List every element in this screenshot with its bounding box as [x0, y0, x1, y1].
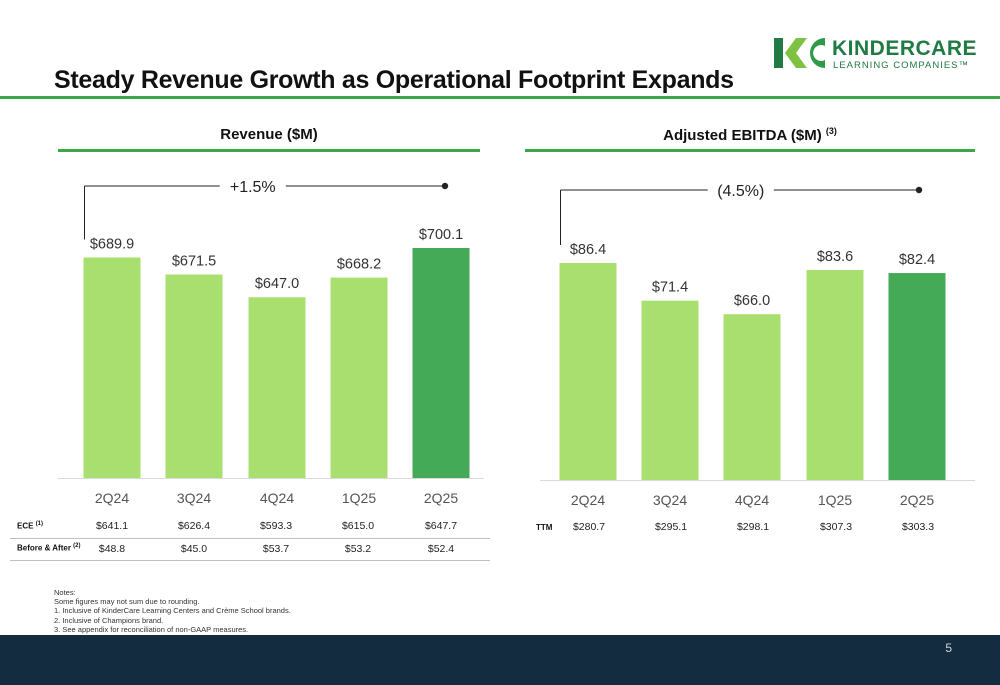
ttm-cell-3q24: $295.1	[654, 521, 688, 533]
category-label: 2Q25	[424, 490, 458, 506]
table-divider	[10, 538, 490, 539]
bar-3q24	[641, 300, 699, 480]
revenue-chart: $689.9 2Q24 $671.5 3Q24 $647.0 4Q24 $668.2 1Q25…	[58, 179, 484, 506]
value-label: $82.4	[899, 252, 935, 268]
value-label: $71.4	[652, 280, 688, 296]
ece-cell-2q25: $647.7	[424, 520, 458, 532]
bar-4q24	[723, 314, 781, 480]
bar-1q25	[330, 277, 388, 478]
value-label: $66.0	[734, 293, 770, 309]
footer-bar: 5	[0, 635, 1000, 685]
value-label: $83.6	[817, 249, 853, 265]
logo-wordmark: KINDERCARE	[832, 37, 978, 60]
note-line: 2. Inclusive of Champions brand.	[54, 615, 164, 625]
ttm-cell-2q25: $303.3	[901, 521, 935, 533]
title-underline	[0, 96, 1000, 99]
category-label: 3Q24	[653, 492, 687, 508]
bar-3q24	[165, 274, 223, 478]
ebitda-chart: $86.4 2Q24 $71.4 3Q24 $66.0 4Q24 $83.6 1Q25 $82.…	[540, 183, 975, 508]
revenue-title-rule	[58, 149, 480, 152]
revenue-chart-title: Revenue ($M)	[58, 126, 480, 143]
ttm-cell-2q24: $280.7	[572, 521, 606, 533]
bar-2q24	[559, 263, 617, 480]
bracket-endpoint-dot	[915, 186, 923, 194]
category-label: 2Q25	[900, 492, 934, 508]
category-label: 3Q24	[177, 490, 211, 506]
table-divider	[10, 560, 490, 561]
bar-2q24	[83, 257, 141, 478]
change-label: +1.5%	[230, 179, 276, 196]
ttm-cell-1q25: $307.3	[819, 521, 853, 533]
ece-row-label-footnote: (1)	[35, 521, 44, 527]
note-line: Notes:	[54, 588, 76, 597]
category-label: 4Q24	[735, 492, 769, 508]
ebitda-chart-title-text: Adjusted EBITDA ($M)	[663, 127, 822, 144]
ece-cell-4q24: $593.3	[259, 520, 293, 532]
value-label: $700.1	[419, 227, 463, 243]
note-line: 3. See appendix for reconciliation of no…	[54, 624, 249, 634]
footnotes: Notes: Some figures may not sum due to r…	[54, 588, 291, 634]
value-label: $689.9	[90, 236, 134, 252]
category-label: 2Q24	[571, 492, 605, 508]
ece-row-label-text: ECE	[17, 521, 34, 531]
ece-cell-1q25: $615.0	[341, 520, 375, 532]
note-line: 1. Inclusive of KinderCare Learning Cent…	[54, 606, 291, 616]
before-after-cell-2q25: $52.4	[427, 543, 455, 555]
value-label: $668.2	[337, 257, 381, 273]
before-after-cell-4q24: $53.7	[262, 543, 290, 555]
value-label: $86.4	[570, 242, 606, 258]
before-after-cell-2q24: $48.8	[98, 543, 126, 555]
ece-cell-2q24: $641.1	[95, 520, 129, 532]
category-label: 4Q24	[260, 490, 294, 506]
change-label: (4.5%)	[717, 183, 764, 200]
ebitda-chart-title-footnote: (3)	[825, 126, 837, 136]
bar-2q25	[412, 248, 470, 478]
category-label: 2Q24	[95, 490, 129, 506]
value-label: $671.5	[172, 254, 216, 270]
bar-2q25	[888, 273, 946, 480]
before-after-row-label: Before & After (2)	[17, 543, 81, 553]
bar-4q24	[248, 297, 306, 478]
ttm-row-label: TTM	[536, 523, 553, 532]
note-line: Some figures may not sum due to rounding…	[54, 597, 200, 607]
ebitda-title-rule	[525, 149, 975, 152]
bracket-endpoint-dot	[441, 182, 449, 190]
ttm-cell-4q24: $298.1	[736, 521, 770, 533]
ece-cell-3q24: $626.4	[177, 520, 211, 532]
before-after-row-label-text: Before & After	[17, 543, 71, 553]
page-number: 5	[945, 641, 952, 655]
before-after-cell-1q25: $53.2	[344, 543, 372, 555]
before-after-row-label-footnote: (2)	[73, 543, 81, 549]
before-after-cell-3q24: $45.0	[180, 543, 208, 555]
ebitda-chart-title: Adjusted EBITDA ($M) (3)	[525, 126, 975, 144]
ece-row-label: ECE (1)	[17, 521, 43, 531]
category-label: 1Q25	[818, 492, 852, 508]
category-label: 1Q25	[342, 490, 376, 506]
revenue-chart-title-text: Revenue ($M)	[220, 126, 318, 143]
bar-1q25	[806, 270, 864, 480]
logo-tagline: LEARNING COMPANIES™	[833, 60, 970, 71]
value-label: $647.0	[255, 276, 299, 292]
kindercare-logo-mark-icon	[774, 38, 825, 68]
page-title: Steady Revenue Growth as Operational Foo…	[54, 66, 734, 94]
kindercare-logo: KINDERCARE LEARNING COMPANIES™	[774, 36, 978, 76]
